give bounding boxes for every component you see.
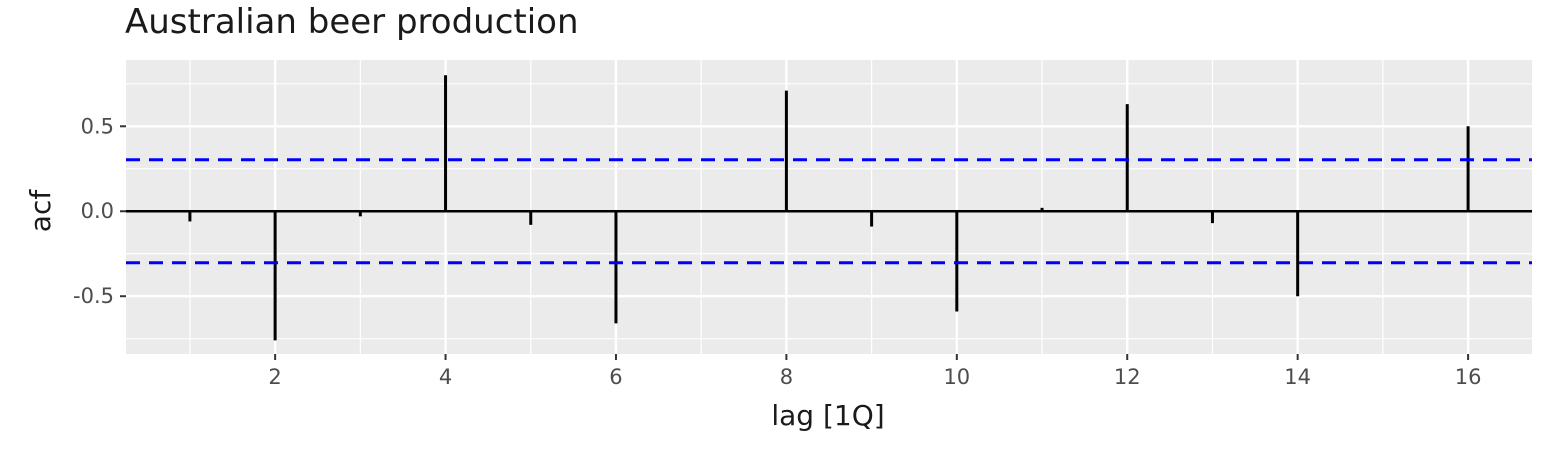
x-tick-label: 16 [1455,365,1482,389]
x-tick-label: 2 [268,365,281,389]
plot-panel [126,60,1532,354]
x-tick-label: 8 [780,365,793,389]
x-tick-label: 12 [1114,365,1141,389]
acf-spikes [126,75,1532,341]
x-tick-label: 10 [943,365,970,389]
y-tick-label: 0.5 [81,114,114,138]
x-axis: 2 4 6 8 10 12 14 16 [268,354,1481,389]
y-axis-title: acf [24,189,57,233]
x-tick-label: 14 [1284,365,1311,389]
x-tick-label: 6 [609,365,622,389]
y-tick-label: 0.0 [81,199,114,223]
x-tick-label: 4 [439,365,452,389]
chart-title: Australian beer production [125,2,579,42]
confidence-bounds [126,158,1532,265]
x-axis-title: lag [1Q] [771,399,884,432]
y-axis: 0.5 0.0 -0.5 [73,114,126,308]
y-tick-label: -0.5 [73,284,114,308]
